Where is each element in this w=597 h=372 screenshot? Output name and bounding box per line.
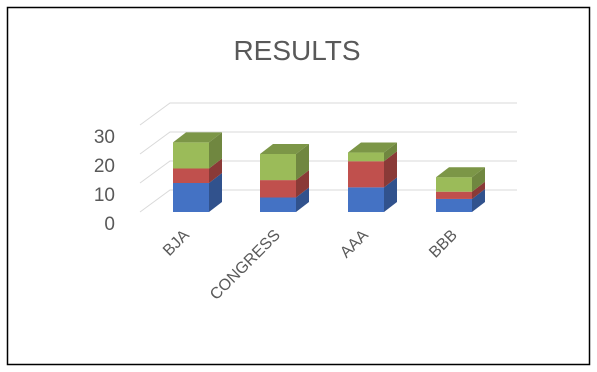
bar-segment-side [209,132,222,169]
bars [173,132,485,212]
bar-segment-front [173,183,209,212]
bar-segment-front [173,142,209,169]
bar-segment-front [348,161,384,188]
bar-segment-side [296,187,309,212]
bar-top-face [173,132,222,143]
bar-segment-front [260,180,296,198]
bar-segment-side [384,151,397,188]
bar-segment-side [472,181,485,199]
y-tick-label: 30 [94,127,115,148]
bar-segment-front [260,197,296,212]
bar-segment-front [436,191,472,199]
bar-top-face [348,142,397,153]
gridline [139,102,517,126]
bar-segment-front [436,177,472,192]
y-tick-label: 10 [94,185,115,206]
gridline [139,189,517,213]
bar-top-face [260,144,309,154]
y-tick-label: 0 [104,214,115,235]
gridline [139,131,517,155]
bar-segment-front [348,152,384,162]
bar-segment-front [260,154,296,181]
gridline [139,160,517,184]
bar-segment-side [209,173,222,212]
chart-title: RESULTS [233,35,360,66]
bar-segment-side [296,144,309,181]
y-axis-ticks: 0 10 20 30 [94,127,115,235]
bar-segment-side [384,142,397,162]
y-tick-label: 20 [94,156,115,177]
bar-segment-front [436,198,472,212]
bar-segment-side [472,188,485,212]
gridlines [139,102,517,213]
bar-top-face [436,167,485,178]
bar-segment-front [348,187,384,212]
bar-segment-side [384,177,397,212]
bar-segment-side [296,170,309,198]
bar-segment-side [209,158,222,183]
bar-segment-side [472,167,485,192]
bar-segment-front [173,168,209,183]
